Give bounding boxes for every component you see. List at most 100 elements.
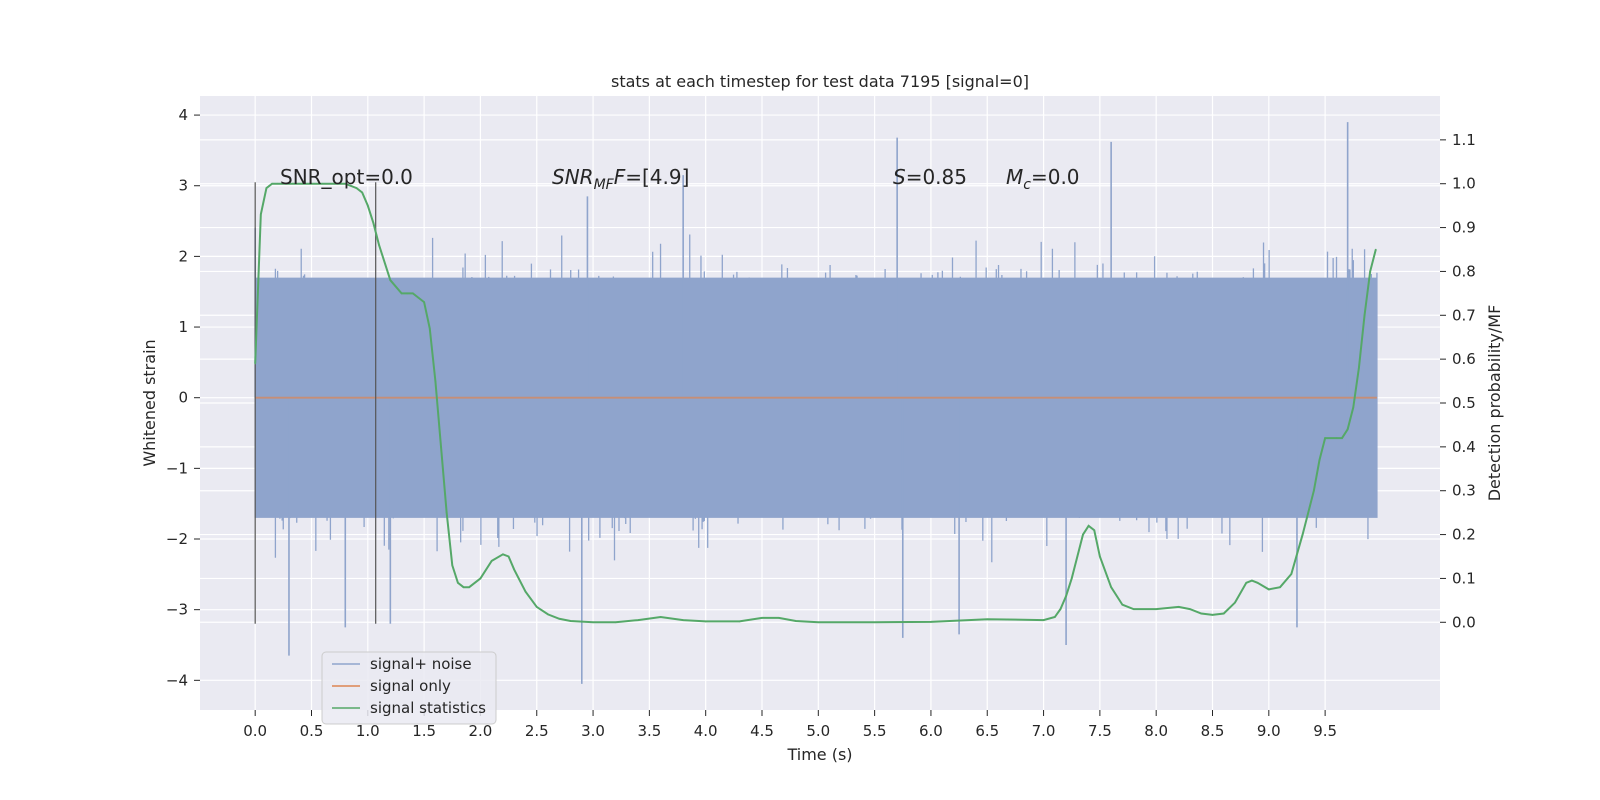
x-tick-label: 9.0 <box>1257 722 1281 740</box>
signal-statistics-point <box>1341 437 1343 439</box>
signal-statistics-point <box>558 617 561 620</box>
x-tick-label: 8.0 <box>1144 722 1168 740</box>
signal-statistics-point <box>1059 608 1062 610</box>
signal-statistics-point <box>276 182 279 185</box>
legend-label-signal-statistics: signal statistics <box>370 699 486 717</box>
signal-statistics-point <box>1290 573 1293 575</box>
x-tick-label: 5.5 <box>863 722 887 740</box>
annotation-snr-opt: SNR_opt=0.0 <box>280 165 413 189</box>
signal-statistics-point <box>704 620 707 623</box>
signal-statistics-point <box>428 327 431 330</box>
y2-tick-label: 0.4 <box>1452 438 1476 456</box>
signal-statistics-point <box>440 446 442 448</box>
signal-statistics-point <box>389 279 392 282</box>
annotation-mc-sub: c <box>1023 177 1031 193</box>
signal-statistics-point <box>310 182 313 185</box>
y-tick-label: 3 <box>178 177 188 195</box>
signal-statistics-point <box>1346 428 1349 431</box>
y2-axis-title: Detection probability/MF <box>1485 305 1504 502</box>
signal-statistics-point <box>1234 601 1236 604</box>
signal-statistics-point <box>659 616 662 618</box>
x-tick-label: 1.5 <box>412 722 436 740</box>
signal-statistics-point <box>1132 608 1135 610</box>
x-tick-label: 6.5 <box>975 722 999 740</box>
signal-statistics-point <box>1076 555 1079 558</box>
signal-statistics-point <box>1155 608 1157 610</box>
x-tick-label: 2.5 <box>525 722 549 740</box>
signal-statistics-point <box>1251 579 1253 582</box>
signal-statistics-point <box>1099 555 1101 558</box>
signal-statistics-point <box>406 292 409 295</box>
signal-statistics-point <box>260 213 262 216</box>
x-tick-label: 2.0 <box>469 722 493 740</box>
signal-statistics-point <box>738 620 741 623</box>
signal-statistics-point <box>462 586 465 588</box>
signal-statistics-point <box>535 606 538 608</box>
signal-statistics-point <box>592 621 594 624</box>
y2-tick-label: 0.8 <box>1452 262 1476 280</box>
annotation-s: S=0.85 <box>893 165 967 189</box>
signal-statistics-point <box>254 362 256 365</box>
signal-statistics-point <box>1335 437 1338 439</box>
signal-statistics-point <box>400 292 403 295</box>
signal-statistics-point <box>361 191 363 194</box>
signal-statistics-point <box>1324 437 1326 439</box>
y2-tick-label: 0.1 <box>1452 569 1476 587</box>
signal-statistics-point <box>513 568 516 571</box>
x-tick-label: 0.0 <box>243 722 267 740</box>
x-axis-title: Time (s) <box>786 745 852 764</box>
x-tick-label: 7.0 <box>1032 722 1056 740</box>
signal-statistics-point <box>378 244 380 246</box>
y-axis-title: Whitened strain <box>140 339 159 466</box>
signal-statistics-point <box>417 296 420 299</box>
signal-statistics-point <box>1093 529 1096 531</box>
y2-tick-label: 0.7 <box>1452 306 1476 324</box>
legend: signal+ noise signal only signal statist… <box>321 651 497 725</box>
signal-statistics-point <box>682 619 684 621</box>
signal-statistics-point <box>524 590 527 593</box>
annotation-s-value: =0.85 <box>906 165 967 189</box>
annotation-s-var: S <box>893 165 906 189</box>
signal-statistics-point <box>412 292 414 295</box>
signal-statistics-point <box>1313 489 1315 492</box>
signal-statistics-point <box>288 182 290 185</box>
annotation-mc-var: M <box>1006 165 1023 189</box>
signal-statistics-point <box>1363 314 1366 317</box>
signal-statistics-point <box>502 553 504 556</box>
x-tick-label: 9.5 <box>1313 722 1337 740</box>
y2-axis-ticks: 0.0 0.1 0.2 0.3 0.4 0.5 0.6 0.7 0.8 0.9 1.0 1.1 <box>1440 131 1476 631</box>
signal-statistics-point <box>434 380 437 382</box>
legend-label-signal-noise: signal+ noise <box>370 655 472 673</box>
annotation-mc-value: =0.0 <box>1031 165 1080 189</box>
signal-statistics-point <box>873 621 876 624</box>
signal-statistics-point <box>1268 588 1270 591</box>
signal-statistics-point <box>367 204 369 207</box>
signal-statistics-point <box>1256 582 1259 584</box>
x-tick-label: 6.0 <box>919 722 943 740</box>
x-tick-label: 5.0 <box>806 722 830 740</box>
signal-statistics-point <box>445 511 448 514</box>
x-tick-label: 4.5 <box>750 722 774 740</box>
x-tick-label: 7.5 <box>1088 722 1112 740</box>
signal-statistics-point <box>372 222 375 224</box>
signal-statistics-point <box>1042 619 1045 621</box>
signal-statistics-point <box>1369 270 1371 273</box>
signal-statistics-point <box>1110 586 1112 588</box>
signal-statistics-point <box>344 182 347 185</box>
signal-statistics-point <box>423 301 425 303</box>
signal-statistics-point <box>794 620 797 622</box>
signal-statistics-point <box>1279 586 1281 588</box>
signal-statistics-point <box>778 617 780 619</box>
x-tick-label: 8.5 <box>1201 722 1225 740</box>
legend-frame <box>321 651 497 725</box>
vertical-markers <box>254 182 377 624</box>
signal-statistics-point <box>1222 612 1225 615</box>
signal-statistics-point <box>1121 603 1124 606</box>
y-tick-label: −4 <box>166 671 188 689</box>
x-tick-label: 4.0 <box>694 722 718 740</box>
y-tick-label: −3 <box>166 601 188 619</box>
signal-statistics-point <box>1245 582 1248 584</box>
signal-statistics-point <box>507 555 510 558</box>
signal-statistics-point <box>271 182 273 185</box>
y2-tick-label: 0.5 <box>1452 394 1476 412</box>
